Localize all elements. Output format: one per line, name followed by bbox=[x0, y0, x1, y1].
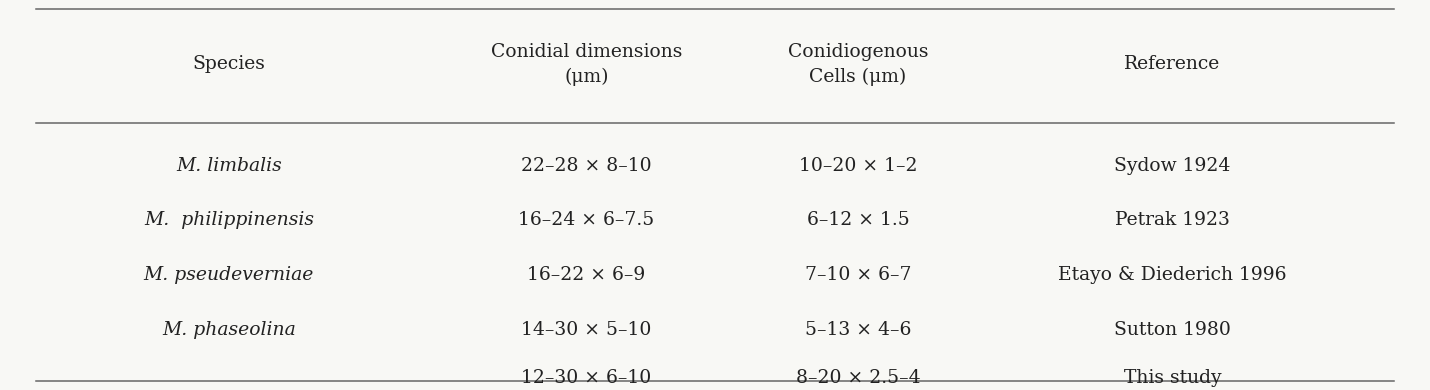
Text: Etayo & Diederich 1996: Etayo & Diederich 1996 bbox=[1058, 266, 1287, 284]
Text: M.  philippinensis: M. philippinensis bbox=[144, 211, 313, 229]
Text: Reference: Reference bbox=[1124, 55, 1221, 73]
Text: Sutton 1980: Sutton 1980 bbox=[1114, 321, 1231, 339]
Text: Sydow 1924: Sydow 1924 bbox=[1114, 157, 1231, 175]
Text: Conidial dimensions
(μm): Conidial dimensions (μm) bbox=[490, 43, 682, 86]
Text: This study: This study bbox=[1124, 369, 1221, 387]
Text: 16–24 × 6–7.5: 16–24 × 6–7.5 bbox=[518, 211, 655, 229]
Text: 16–22 × 6–9: 16–22 × 6–9 bbox=[528, 266, 645, 284]
Text: 5–13 × 4–6: 5–13 × 4–6 bbox=[805, 321, 911, 339]
Text: Species: Species bbox=[193, 55, 265, 73]
Text: 22–28 × 8–10: 22–28 × 8–10 bbox=[521, 157, 652, 175]
Text: 7–10 × 6–7: 7–10 × 6–7 bbox=[805, 266, 911, 284]
Text: 8–20 × 2.5–4: 8–20 × 2.5–4 bbox=[795, 369, 921, 387]
Text: 12–30 × 6–10: 12–30 × 6–10 bbox=[521, 369, 652, 387]
Text: 10–20 × 1–2: 10–20 × 1–2 bbox=[799, 157, 917, 175]
Text: 6–12 × 1.5: 6–12 × 1.5 bbox=[807, 211, 909, 229]
Text: Conidiogenous
Cells (μm): Conidiogenous Cells (μm) bbox=[788, 43, 928, 86]
Text: Petrak 1923: Petrak 1923 bbox=[1115, 211, 1230, 229]
Text: 14–30 × 5–10: 14–30 × 5–10 bbox=[521, 321, 652, 339]
Text: M. limbalis: M. limbalis bbox=[176, 157, 282, 175]
Text: M. pseudeverniae: M. pseudeverniae bbox=[143, 266, 315, 284]
Text: M. phaseolina: M. phaseolina bbox=[162, 321, 296, 339]
